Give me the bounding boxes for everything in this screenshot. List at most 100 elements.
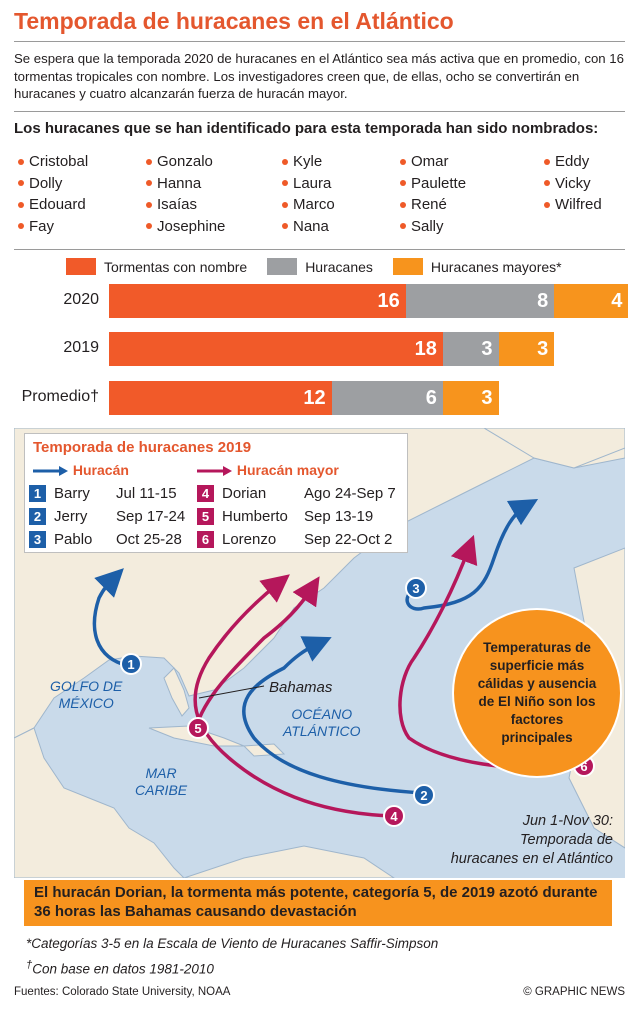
storm-name-item: Marco [282, 194, 335, 216]
key-num-4: 4 [197, 485, 214, 502]
bullet-dot-icon [146, 223, 152, 230]
label-golfo: GOLFO DE MÉXICO [50, 678, 123, 711]
storm-name-item: Josephine [146, 216, 225, 238]
intro-divider [14, 111, 625, 112]
key-dates-pablo: Oct 25-28 [116, 531, 182, 548]
storm-name-item: Cristobal [18, 151, 88, 173]
mexico-central-america-land [14, 727, 185, 878]
key-row-barry: 1 Barry Jul 11-15 [29, 485, 177, 502]
bar-category-label: 2020 [63, 291, 99, 308]
map-marker-2: 2 [413, 784, 435, 806]
legend-item-named: Tormentas con nombre [66, 258, 247, 275]
key-dates-dorian: Ago 24-Sep 7 [304, 485, 396, 502]
bullet-dot-icon [400, 158, 406, 165]
key-hurricane-label: Huracán [72, 462, 129, 478]
storm-name: René [411, 196, 447, 213]
bullet-dot-icon [282, 158, 288, 165]
names-column: Kyle Laura Marco Nana [282, 151, 335, 237]
storm-name-item: Gonzalo [146, 151, 225, 173]
map-marker-4: 4 [383, 805, 405, 827]
storm-name: Fay [29, 217, 55, 235]
storm-name: Isaías [157, 196, 198, 213]
map-marker-1: 1 [120, 653, 142, 675]
storm-name-item: Hanna [146, 173, 225, 195]
factors-callout: Temperaturas de superficie más cálidas y… [452, 608, 622, 778]
magenta-arrow-icon [197, 466, 232, 477]
storm-name: Cristobal [29, 153, 89, 170]
legend-swatch-hurricanes [267, 258, 298, 275]
storm-name: Laura [293, 174, 332, 192]
key-title: Temporada de huracanes 2019 [33, 439, 252, 456]
svg-text:5: 5 [194, 721, 201, 736]
key-name-dorian: Dorian [222, 485, 267, 502]
storm-name: Kyle [293, 153, 323, 170]
legend-label-named: Tormentas con nombre [104, 258, 248, 275]
footnote-dagger-mark: † [26, 959, 33, 971]
bullet-dot-icon [282, 223, 288, 230]
names-heading: Los huracanes que se han identificado pa… [14, 120, 599, 137]
key-row-pablo: 3 Pablo Oct 25-28 [29, 531, 182, 548]
bullet-dot-icon [282, 180, 288, 187]
names-column: Cristobal Dolly Edouard Fay [18, 151, 88, 237]
legend-item-hurricanes: Huracanes [267, 258, 373, 275]
key-num-6: 6 [197, 531, 214, 548]
storm-name-item: Isaías [146, 194, 225, 216]
key-name-lorenzo: Lorenzo [222, 531, 277, 548]
track-barry [92, 568, 130, 668]
storm-name: Marco [293, 196, 335, 213]
blue-arrow-icon [33, 466, 68, 477]
chart-legend: Tormentas con nombre Huracanes Huracanes… [66, 258, 582, 275]
key-num-1: 1 [29, 485, 46, 502]
storm-name: Dolly [29, 174, 63, 192]
storm-name-item: Nana [282, 216, 335, 238]
bullet-dot-icon [18, 201, 24, 208]
bar-seg-hurricanes: 8 [405, 284, 555, 318]
storm-name: Wilfred [555, 196, 602, 213]
south-america-land [183, 845, 395, 878]
bullet-dot-icon [400, 180, 406, 187]
storm-name-item: Omar [400, 151, 466, 173]
bar-seg-major: 3 [442, 381, 499, 415]
bullet-dot-icon [400, 223, 406, 230]
bar-seg-hurricanes: 6 [331, 381, 443, 415]
storm-name-item: Fay [18, 216, 88, 238]
track-jerry [242, 636, 423, 795]
bar-seg-major: 3 [498, 332, 555, 366]
key-name-barry: Barry [54, 485, 90, 502]
svg-text:3: 3 [412, 581, 419, 596]
legend-swatch-major [392, 258, 423, 275]
storm-name-item: Laura [282, 173, 335, 195]
key-head-major: Huracán mayor [197, 462, 339, 478]
map-marker-3: 3 [405, 577, 427, 599]
bullet-dot-icon [544, 201, 550, 208]
key-dates-humberto: Sep 13-19 [304, 508, 374, 525]
legend-label-major: Huracanes mayores* [430, 258, 562, 275]
names-divider [14, 249, 625, 250]
bar-row: 2020 16 8 4 [0, 284, 639, 318]
storm-name: Gonzalo [157, 153, 213, 170]
bullet-dot-icon [18, 223, 24, 230]
legend-label-hurricanes: Huracanes [305, 258, 373, 275]
key-num-5: 5 [197, 508, 214, 525]
svg-text:6: 6 [580, 759, 587, 774]
bar-seg-named: 18 [109, 332, 443, 366]
storm-name-item: Dolly [18, 173, 88, 195]
footnote-average: †Con base en datos 1981-2010 [26, 959, 214, 977]
bar-seg-hurricanes: 3 [442, 332, 499, 366]
label-caribe: MAR CARIBE [135, 765, 188, 798]
bar-seg-named: 16 [109, 284, 406, 318]
storm-name-item: Sally [400, 216, 466, 238]
bullet-dot-icon [282, 201, 288, 208]
storm-name: Hanna [157, 174, 202, 192]
key-name-pablo: Pablo [54, 531, 93, 548]
map-key: Temporada de huracanes 2019 Huracán Hura… [24, 433, 408, 553]
florida-land [163, 667, 190, 717]
key-name-jerry: Jerry [54, 508, 88, 525]
key-dates-lorenzo: Sep 22-Oct 2 [304, 531, 393, 548]
bahamas-leader-line [198, 685, 265, 699]
key-head-hurricane: Huracán [33, 462, 129, 478]
bar-category-label: 2019 [63, 339, 99, 356]
greenland-land [483, 428, 625, 469]
key-major-label: Huracán mayor [236, 462, 339, 478]
legend-swatch-named [66, 258, 96, 275]
